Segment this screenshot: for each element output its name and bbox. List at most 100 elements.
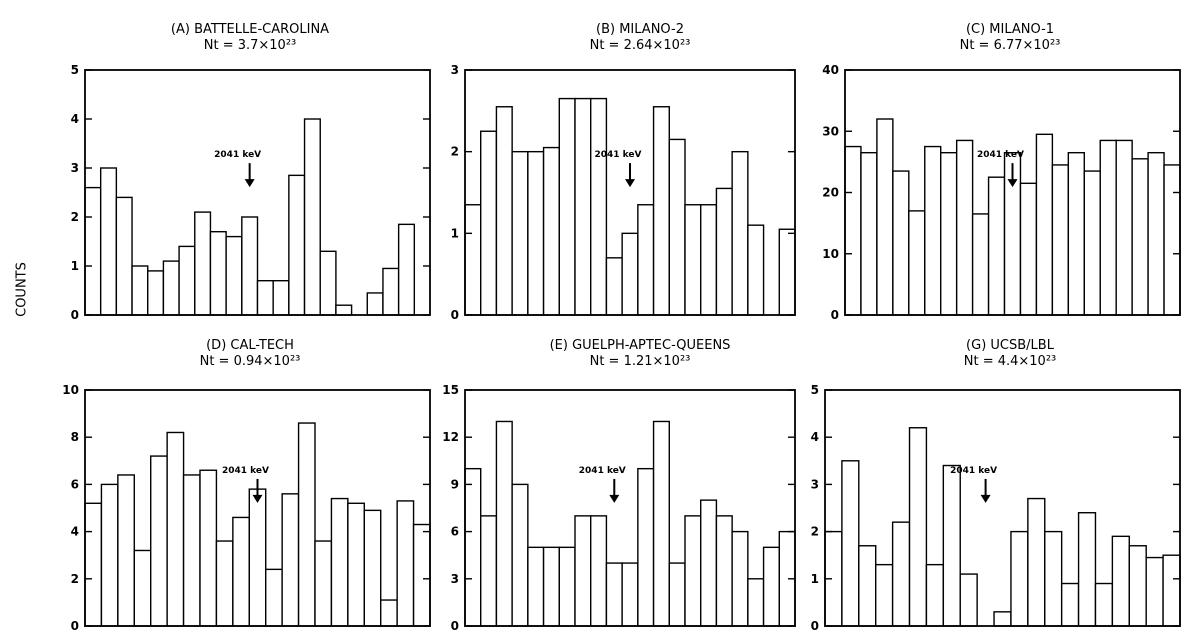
panel-g-ytick-label-5: 5 — [811, 383, 819, 397]
panel-a-bar-11 — [256, 280, 274, 316]
panel-c-bar-0 — [844, 145, 862, 316]
panel-c-bar-11 — [1019, 182, 1038, 316]
panel-a-ytick-label-4: 4 — [71, 112, 79, 126]
panel-d-bar-18 — [380, 599, 398, 627]
panel-e-annotation: 2041 keV — [579, 466, 626, 476]
panel-g-bar-5 — [908, 427, 928, 627]
panel-b-bar-0 — [464, 204, 482, 316]
panel-b-bar-15 — [700, 204, 718, 316]
panel-b-plot: 0 1 2 3 2041 keV — [451, 63, 796, 322]
panel-a-ytick-label-5: 5 — [71, 63, 79, 77]
panel-d-title: (D) CAL-TECH — [206, 338, 294, 353]
panel-e-ytick-label-3: 9 — [451, 477, 459, 491]
panel-e-ytick-label-5: 15 — [442, 383, 459, 397]
panel-d-bar-15 — [330, 497, 349, 627]
panel-a-bar-5 — [162, 260, 180, 316]
panel-b-ytick-label-0: 0 — [451, 308, 459, 322]
panel-b-bar-11 — [637, 204, 655, 316]
panel-a-bar-10 — [241, 216, 259, 316]
panel-d-bar-11 — [265, 568, 283, 627]
panel-c-bar-18 — [1131, 158, 1149, 316]
panel-d-ytick-label-1: 2 — [71, 572, 79, 586]
panel-d-bar-13 — [297, 422, 316, 627]
panel-d-bar-9 — [232, 516, 250, 627]
panel-g-ytick-label-0: 0 — [811, 619, 819, 631]
panel-b-bar-8 — [590, 97, 608, 316]
panel-c-bar-12 — [1035, 133, 1054, 316]
panel-b-bar-5 — [542, 146, 560, 316]
panel-g-bar-1 — [841, 460, 860, 627]
panel-b-ytick-label-3: 3 — [451, 63, 459, 77]
panel-c-arrow-head — [1007, 179, 1018, 188]
panel-d-ytick-label-0: 0 — [71, 619, 79, 631]
panel-e-bar-3 — [511, 483, 529, 627]
panel-g-bar-10 — [993, 611, 1012, 627]
panel-g-bar-4 — [891, 521, 911, 627]
panel-d-bar-8 — [215, 540, 234, 627]
panel-e-bar-15 — [700, 499, 718, 627]
panel-g-ytick-label-3: 3 — [811, 477, 819, 491]
panel-a-bar-9 — [225, 235, 243, 316]
panel-c-bar-7 — [955, 139, 974, 316]
panel-e-bar-9 — [605, 562, 623, 627]
panel-g-frame — [824, 389, 1181, 627]
panel-c-title: (C) MILANO-1 — [965, 22, 1055, 37]
panel-a-bar-7 — [194, 211, 212, 316]
panel-e-arrow-head — [609, 494, 620, 503]
panel-g-bar-8 — [959, 573, 978, 627]
panel-b-bar-20 — [778, 228, 796, 316]
panel-c-ytick-label-4: 40 — [822, 63, 839, 77]
panel-b-frame — [464, 69, 796, 316]
panel-e-bar-0 — [464, 467, 482, 627]
panel-a-subtitle: Nt = 3.7×10²³ — [203, 38, 297, 53]
panel-d-bar-5 — [166, 431, 185, 627]
panel-d-bar-12 — [281, 493, 300, 627]
panel-e-title: (E) GUELPH-APTEC-QUEENS — [549, 338, 731, 353]
panel-b-bar-17 — [731, 150, 749, 316]
panel-e-bar-6 — [558, 546, 576, 627]
panel-g-bar-16 — [1094, 582, 1114, 627]
panel-d-ytick-label-3: 6 — [71, 477, 79, 491]
panel-e-frame — [464, 389, 796, 627]
panel-g-bar-14 — [1060, 582, 1080, 627]
panel-a-bar-19 — [382, 267, 400, 316]
panel-e-ytick-label-2: 6 — [451, 525, 459, 539]
panel-c-bar-16 — [1099, 139, 1117, 316]
panel-d-bar-2 — [117, 474, 135, 627]
panel-g-title: (G) UCSB/LBL — [966, 338, 1054, 353]
panel-e-bar-19 — [762, 546, 780, 627]
panel-e-bar-11 — [637, 467, 655, 627]
panel-b-ytick-label-1: 1 — [451, 226, 459, 240]
panel-d-bar-3 — [133, 549, 152, 627]
panel-g-plot: 0 1 2 3 4 5 2041 keV — [811, 383, 1181, 631]
panel-a-bar-20 — [397, 223, 416, 316]
panel-d-bar-20 — [412, 523, 431, 627]
panel-c-bar-1 — [860, 151, 878, 316]
panel-g-arrow-head — [980, 494, 991, 503]
panel-a-annotation: 2041 keV — [214, 150, 261, 160]
panel-g-bar-7 — [942, 464, 961, 627]
panel-g-ytick-label-2: 2 — [811, 525, 819, 539]
panel-a-bar-0 — [84, 186, 102, 316]
panel-b-bar-4 — [527, 150, 545, 316]
panel-a-bar-15 — [319, 250, 337, 316]
panel-e-bar-12 — [652, 420, 670, 627]
panel-d-bar-17 — [363, 509, 382, 627]
panel-a-bar-13 — [288, 174, 306, 316]
panel-a-plot: 0 1 2 3 4 5 2041 keV — [71, 63, 431, 322]
panel-c-ytick-label-0: 0 — [831, 308, 839, 322]
panel-e-bar-4 — [527, 546, 545, 627]
panel-g-bar-15 — [1077, 512, 1097, 627]
panel-g-bar-18 — [1128, 545, 1147, 627]
panel-g-bar-13 — [1044, 530, 1063, 627]
panel-e-bar-10 — [621, 562, 639, 627]
panel-a-ytick-label-1: 1 — [71, 259, 79, 273]
panel-e-bar-18 — [747, 578, 765, 627]
panel-a-frame — [84, 69, 431, 316]
panel-e-bar-17 — [731, 530, 749, 627]
panel-c-title-block: (C) MILANO-1 Nt = 6.77×10²³ — [860, 22, 1160, 54]
panel-g-bar-3 — [875, 563, 894, 627]
panel-b-bar-6 — [558, 97, 576, 316]
